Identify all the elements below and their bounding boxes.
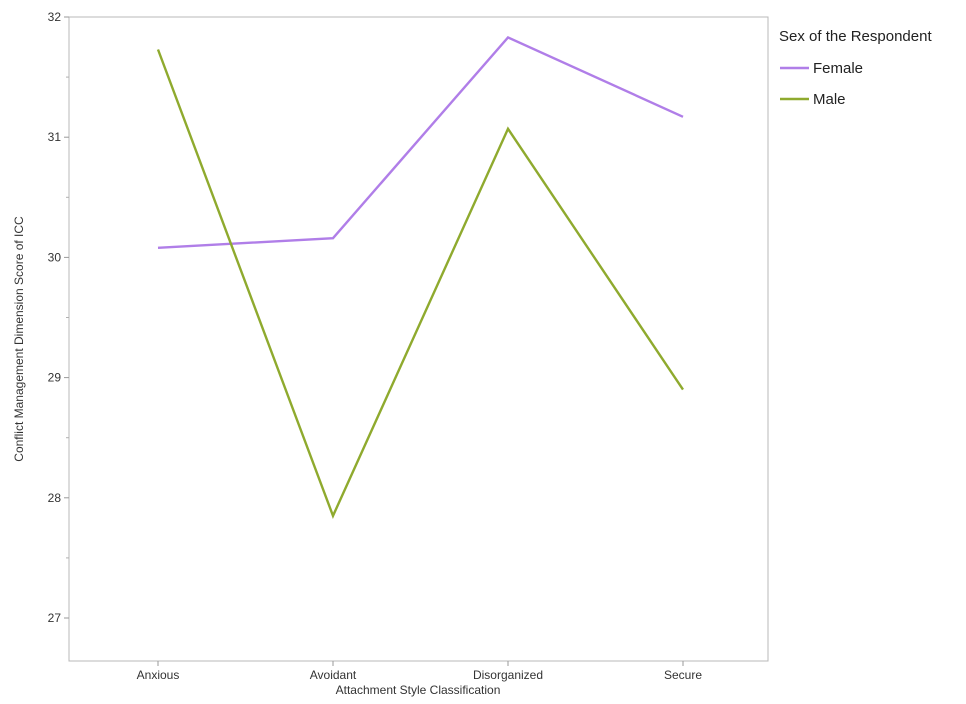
x-axis: Anxious Avoidant Disorganized Secure: [137, 661, 702, 682]
x-tick-label: Secure: [664, 668, 702, 682]
x-tick-label: Disorganized: [473, 668, 543, 682]
y-tick-label: 30: [48, 250, 62, 264]
y-tick-label: 31: [48, 130, 62, 144]
x-axis-title: Attachment Style Classification: [336, 683, 501, 697]
x-tick-label: Avoidant: [310, 668, 357, 682]
legend-label-female: Female: [813, 60, 863, 77]
y-axis: 27 28 29 30 31 32: [48, 10, 69, 625]
y-axis-title: Conflict Management Dimension Score of I…: [12, 216, 26, 462]
series-line-female: [157, 35, 684, 249]
y-tick-label: 29: [48, 371, 62, 385]
series-line-male: [156, 49, 684, 519]
series-lines: [156, 35, 684, 519]
legend-title: Sex of the Respondent: [779, 28, 932, 45]
x-tick-label: Anxious: [137, 668, 180, 682]
legend: Sex of the Respondent Female Male: [779, 28, 932, 108]
legend-label-male: Male: [813, 91, 846, 108]
y-tick-label: 27: [48, 611, 62, 625]
y-tick-label: 32: [48, 10, 62, 24]
y-tick-label: 28: [48, 491, 62, 505]
plot-area: [68, 16, 769, 662]
